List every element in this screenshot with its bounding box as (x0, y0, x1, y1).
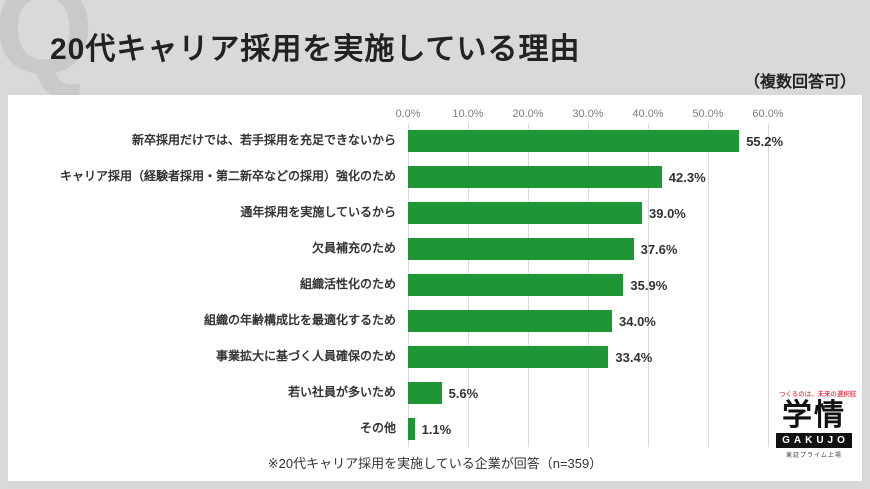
chart-footnote: ※20代キャリア採用を実施している企業が回答（n=359） (267, 456, 603, 471)
x-tick: 0.0% (395, 108, 421, 120)
category-label: キャリア採用（経験者採用・第二新卒などの採用）強化のため (59, 169, 396, 184)
bar-row: 欠員補充のため 37.6% (8, 231, 862, 267)
x-tick: 50.0% (692, 108, 724, 120)
bar-track: 55.2% (408, 130, 783, 152)
gakujo-logo: つくるのは、未来の選択肢 学情 GAKUJO 東証プライム上場 (776, 388, 857, 459)
bar-row: 組織活性化のため 35.9% (8, 267, 862, 303)
x-tick: 20.0% (512, 108, 544, 120)
bar-track: 35.9% (408, 274, 768, 296)
x-axis: 0.0% 10.0% 20.0% 30.0% 40.0% 50.0% 60.0% (8, 101, 862, 123)
value-label: 34.0% (619, 313, 656, 329)
logo-tagline: つくるのは、未来の選択肢 (779, 390, 857, 398)
bar-track: 33.4% (408, 346, 768, 368)
x-tick: 40.0% (632, 108, 664, 120)
bar (408, 202, 642, 224)
bar-track: 1.1% (408, 418, 768, 440)
bar (408, 310, 612, 332)
x-tick: 10.0% (452, 108, 484, 120)
bar (408, 274, 624, 296)
bar (408, 166, 662, 188)
value-label: 35.9% (630, 277, 668, 293)
category-label: 事業拡大に基づく人員確保のため (215, 349, 396, 364)
x-tick: 30.0% (572, 108, 604, 120)
x-tick: 60.0% (752, 108, 784, 120)
category-label: 組織の年齢構成比を最適化するため (203, 313, 396, 328)
category-label: 組織活性化のため (299, 277, 396, 292)
category-label: 通年採用を実施しているから (240, 205, 396, 220)
plot-area: 新卒採用だけでは、若手採用を充足できないから 55.2% キャリア採用（経験者採… (8, 123, 862, 447)
axis-spacer (8, 101, 408, 123)
bar-chart: 0.0% 10.0% 20.0% 30.0% 40.0% 50.0% 60.0% (8, 101, 862, 472)
bar-track: 42.3% (408, 166, 768, 188)
bar-row: 若い社員が多いため 5.6% (8, 375, 862, 411)
bar (408, 418, 415, 440)
category-label: 欠員補充のため (311, 241, 396, 256)
logo-romaji: GAKUJO (776, 433, 852, 448)
multiple-answer-note: （複数回答可） (743, 74, 856, 91)
bar-row: 新卒採用だけでは、若手採用を充足できないから 55.2% (8, 123, 862, 159)
bar-row: その他 1.1% (8, 411, 862, 447)
bar-row: 通年採用を実施しているから 39.0% (8, 195, 862, 231)
bar-track: 39.0% (408, 202, 768, 224)
category-label: 新卒採用だけでは、若手採用を充足できないから (131, 133, 396, 148)
logo-listing: 東証プライム上場 (786, 453, 842, 459)
value-label: 1.1% (421, 421, 452, 437)
value-label: 42.3% (668, 169, 706, 185)
bar-row: 事業拡大に基づく人員確保のため 33.4% (8, 339, 862, 375)
logo-name: 学情 (782, 398, 846, 432)
bar (408, 346, 609, 368)
x-axis-track: 0.0% 10.0% 20.0% 30.0% 40.0% 50.0% 60.0% (395, 101, 783, 123)
value-label: 5.6% (448, 385, 479, 401)
bar-track: 5.6% (408, 382, 768, 404)
category-label: 若い社員が多いため (287, 385, 396, 400)
page-title: 20代キャリア採用を実施している理由 (50, 33, 581, 66)
chart-card: 0.0% 10.0% 20.0% 30.0% 40.0% 50.0% 60.0% (8, 95, 862, 481)
value-label: 55.2% (746, 133, 784, 149)
value-label: 37.6% (640, 241, 678, 257)
category-label: その他 (359, 421, 396, 436)
bar (408, 382, 442, 404)
bar-track: 34.0% (408, 310, 768, 332)
bar-track: 37.6% (408, 238, 768, 260)
value-label: 39.0% (649, 205, 686, 221)
bar (408, 238, 634, 260)
bar-row: キャリア採用（経験者採用・第二新卒などの採用）強化のため 42.3% (8, 159, 862, 195)
bar (408, 130, 740, 152)
value-label: 33.4% (615, 349, 653, 365)
q-watermark: Q (0, 0, 94, 101)
bar-row: 組織の年齢構成比を最適化するため 34.0% (8, 303, 862, 339)
